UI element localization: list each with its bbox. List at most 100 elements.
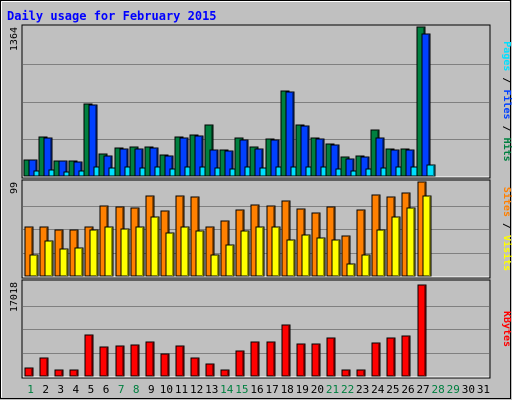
bar-files-day-16 <box>254 148 264 177</box>
panel-visits-sites: 99 Sites / Visits <box>9 179 512 279</box>
day-label-29: 29 <box>447 383 460 396</box>
bar-visits-day-23 <box>356 209 366 277</box>
bar-shade <box>262 228 264 276</box>
bar-sites-day-9 <box>150 216 160 277</box>
bar-shade <box>307 127 309 176</box>
bar-shade <box>352 160 354 176</box>
bar-shade <box>141 150 143 176</box>
bar-files-day-13 <box>209 149 219 177</box>
day-label-17: 17 <box>265 383 278 396</box>
bar-shade <box>348 237 350 276</box>
bar-sites-day-20 <box>316 237 326 277</box>
bar-shade <box>202 232 204 276</box>
day-label-1: 1 <box>27 383 34 396</box>
day-label-23: 23 <box>356 383 369 396</box>
bar-sites-day-24 <box>376 229 386 277</box>
bar-shade <box>137 346 139 376</box>
panel-max-label: 17018 <box>9 282 20 312</box>
bar-shade <box>201 137 203 176</box>
bar-shade <box>110 157 112 176</box>
bar-sites-day-2 <box>44 240 54 277</box>
day-label-6: 6 <box>103 383 110 396</box>
panel-max-label: 1364 <box>9 27 20 51</box>
bar-shade <box>212 365 214 376</box>
bar-shade <box>95 106 97 176</box>
bar-shade <box>322 140 324 176</box>
bar-kbytes-day-17 <box>266 341 276 377</box>
bar-sites-day-6 <box>104 226 114 277</box>
bar-kbytes-day-25 <box>386 337 396 377</box>
bar-sites-day-16 <box>255 226 265 277</box>
bar-kbytes-day-9 <box>145 341 155 377</box>
bar-shade <box>111 228 113 276</box>
panel-hits-files-pages: 1364 Pages / Files / Hits <box>9 24 512 179</box>
bar-sites-day-4 <box>74 247 84 277</box>
bar-sites-day-26 <box>406 207 416 277</box>
bar-shade <box>246 141 248 176</box>
day-label-8: 8 <box>133 383 140 396</box>
bar-shade <box>261 150 263 176</box>
bar-shade <box>157 218 159 276</box>
bar-pages-day-27 <box>426 164 436 177</box>
bar-kbytes-day-20 <box>311 343 321 377</box>
bar-files-day-6 <box>103 155 113 177</box>
bar-shade <box>182 347 184 376</box>
bar-shade <box>273 343 275 376</box>
bar-shade <box>212 228 214 276</box>
bar-files-day-11 <box>179 137 189 177</box>
bar-files-day-18 <box>285 91 295 177</box>
bar-shade <box>51 242 53 276</box>
bar-shade <box>337 146 339 176</box>
bar-shade <box>292 93 294 176</box>
bar-shade <box>413 209 415 276</box>
day-label-28: 28 <box>432 383 445 396</box>
bar-files-day-1 <box>28 159 38 177</box>
day-label-18: 18 <box>281 383 294 396</box>
day-label-20: 20 <box>311 383 324 396</box>
bar-shade <box>424 286 426 376</box>
bar-shade <box>76 371 78 376</box>
bar-shade <box>197 359 199 376</box>
bar-shade <box>428 35 430 176</box>
bar-shade <box>353 265 355 276</box>
day-label-19: 19 <box>296 383 309 396</box>
bar-shade <box>318 345 320 376</box>
bar-files-day-8 <box>134 148 144 177</box>
y-label-part: / <box>501 120 512 138</box>
bar-shade <box>348 371 350 376</box>
day-label-2: 2 <box>42 383 49 396</box>
bar-shade <box>293 241 295 276</box>
bar-shade <box>367 158 369 176</box>
bar-shade <box>46 359 48 376</box>
bar-kbytes-day-15 <box>235 350 245 377</box>
bar-kbytes-day-18 <box>281 324 291 377</box>
bar-shade <box>91 336 93 376</box>
bar-shade <box>408 337 410 376</box>
bar-kbytes-day-23 <box>356 369 366 377</box>
bar-visits-day-22 <box>341 235 351 277</box>
bar-shade <box>65 162 67 176</box>
bar-kbytes-day-10 <box>160 353 170 377</box>
bar-shade <box>378 344 380 376</box>
bar-shade <box>323 239 325 276</box>
bar-visits-day-13 <box>205 226 215 277</box>
bar-shade <box>187 228 189 276</box>
bar-kbytes-day-14 <box>220 369 230 377</box>
chart-title: Daily usage for February 2015 <box>7 9 217 23</box>
bar-shade <box>106 348 108 376</box>
bar-shade <box>288 202 290 276</box>
bar-shade <box>171 157 173 176</box>
y-label-part: / <box>501 71 512 89</box>
bar-kbytes-day-27 <box>417 284 427 377</box>
day-label-4: 4 <box>73 383 80 396</box>
bar-shade <box>242 352 244 376</box>
bar-shade <box>81 249 83 276</box>
bar-sites-day-14 <box>225 244 235 277</box>
bar-files-day-2 <box>43 137 53 177</box>
bar-shade <box>368 256 370 276</box>
panel-y-label: KBytes <box>501 311 512 347</box>
y-label-part: Sites <box>501 187 512 217</box>
bar-shade <box>232 246 234 276</box>
bar-files-day-10 <box>164 155 174 177</box>
